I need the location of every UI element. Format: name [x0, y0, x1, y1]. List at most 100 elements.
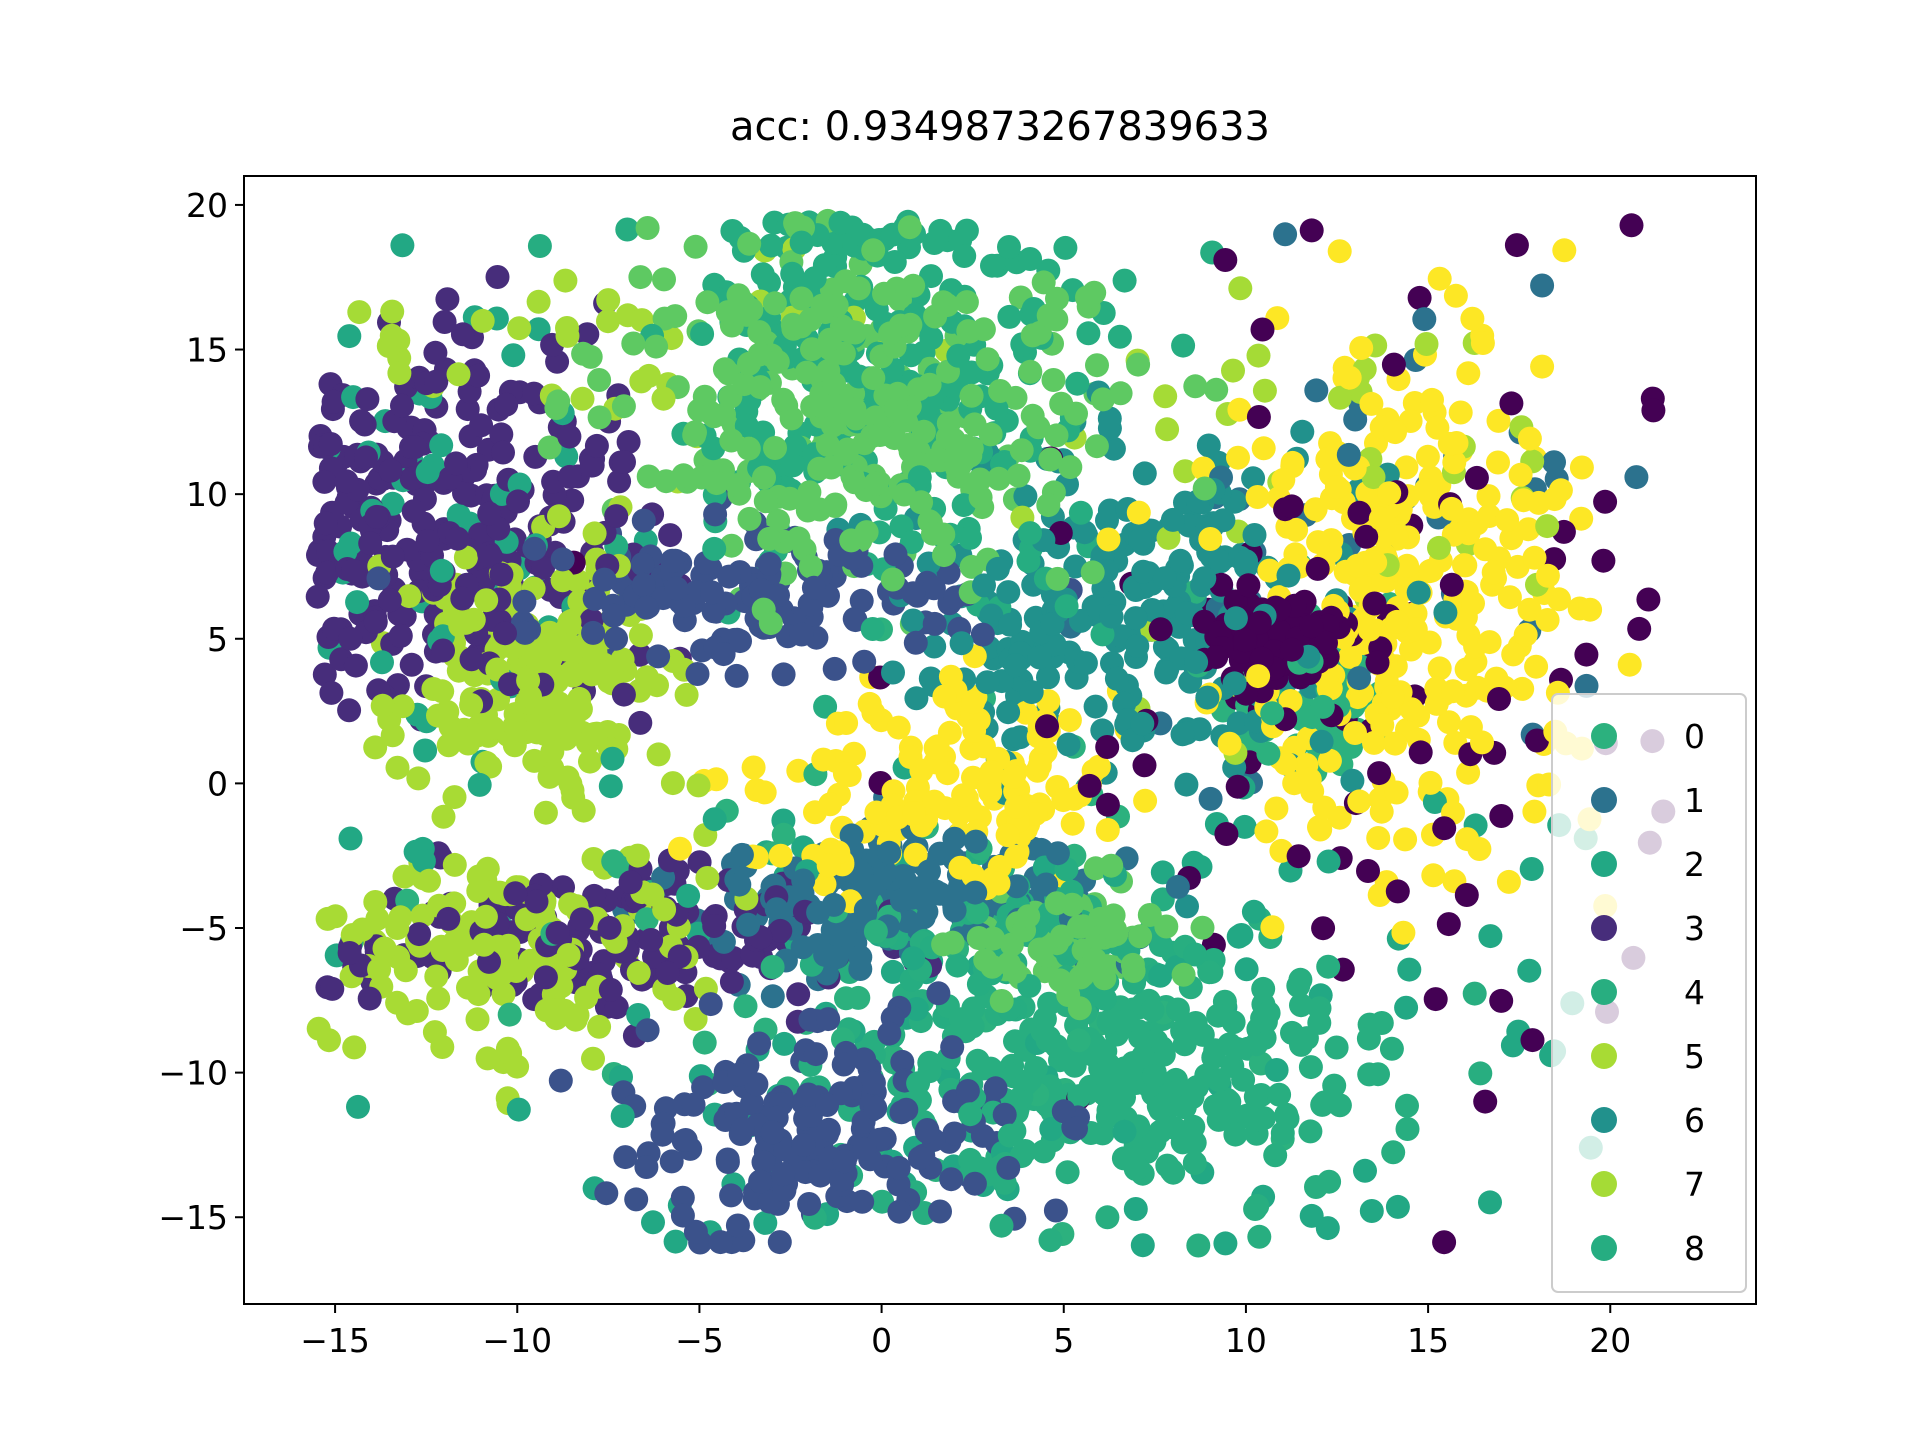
- scatter-point-series-8: [1076, 321, 1101, 346]
- scatter-point-extra-0: [1495, 508, 1520, 533]
- scatter-point-extra-1: [1311, 916, 1336, 941]
- scatter-point-extra-0: [1004, 794, 1029, 819]
- scatter-point-series-7: [1155, 417, 1180, 442]
- scatter-point-extra-3: [779, 406, 804, 431]
- scatter-point-series-3: [388, 623, 413, 648]
- scatter-point-extra-3: [896, 432, 921, 457]
- scatter-point-extra-2: [650, 1122, 675, 1147]
- scatter-point-series-1: [1165, 874, 1190, 899]
- scatter-point-extra-2: [861, 1070, 886, 1095]
- scatter-point-series-8: [945, 953, 970, 978]
- scatter-point-extra-1: [1314, 630, 1338, 655]
- scatter-point-series-5: [505, 1054, 530, 1079]
- scatter-point-series-4: [1090, 1062, 1115, 1087]
- scatter-point-series-5: [466, 879, 491, 903]
- scatter-point-extra-3: [537, 435, 562, 460]
- scatter-point-extra-3: [932, 543, 956, 568]
- scatter-point-series-3: [318, 432, 343, 456]
- scatter-point-series-5: [474, 750, 499, 775]
- scatter-point-extra-2: [708, 1230, 733, 1255]
- scatter-point-extra-2: [922, 611, 947, 636]
- scatter-point-extra-2: [548, 1068, 573, 1093]
- scatter-point-series-5: [392, 864, 417, 889]
- scatter-point-series-3: [524, 889, 549, 914]
- scatter-point-extra-3: [1020, 323, 1045, 348]
- scatter-point-series-7: [570, 386, 595, 411]
- scatter-point-extra-0: [1307, 815, 1331, 840]
- scatter-point-series-6: [918, 666, 943, 691]
- scatter-point-extra-3: [1045, 566, 1070, 591]
- scatter-point-series-6: [1168, 548, 1193, 573]
- scatter-point-extra-3: [1192, 476, 1217, 501]
- scatter-point-extra-1: [1627, 616, 1652, 641]
- scatter-point-series-8: [783, 434, 808, 458]
- scatter-point-series-3: [399, 652, 424, 677]
- scatter-point-extra-3: [1126, 352, 1151, 377]
- scatter-point-series-8: [527, 234, 552, 258]
- scatter-point-series-3: [612, 450, 636, 474]
- scatter-point-series-4: [1243, 1197, 1268, 1221]
- scatter-point-series-6: [1131, 559, 1156, 584]
- scatter-point-extra-3: [1100, 916, 1125, 941]
- scatter-point-series-5: [367, 957, 392, 982]
- scatter-point-series-6: [949, 631, 974, 656]
- scatter-point-extra-0: [1439, 496, 1464, 521]
- scatter-point-series-2: [338, 826, 363, 851]
- scatter-point-extra-3: [1058, 455, 1083, 480]
- scatter-point-extra-0: [938, 664, 963, 689]
- scatter-point-series-5: [370, 693, 395, 718]
- scatter-point-series-5: [587, 1014, 612, 1039]
- scatter-point-series-5: [547, 504, 571, 529]
- scatter-point-extra-0: [1437, 710, 1461, 735]
- scatter-point-extra-0: [1415, 444, 1440, 469]
- scatter-point-series-5: [410, 903, 435, 928]
- scatter-point-extra-0: [1264, 796, 1289, 821]
- scatter-point-series-5: [315, 906, 340, 931]
- scatter-point-series-2: [1112, 1119, 1137, 1144]
- scatter-point-series-4: [1161, 1115, 1186, 1140]
- scatter-point-extra-3: [968, 485, 993, 510]
- scatter-point-extra-2: [903, 630, 928, 655]
- scatter-point-series-5: [453, 545, 478, 570]
- scatter-point-series-6: [1097, 406, 1122, 431]
- x-tick-label: −15: [300, 1321, 370, 1360]
- scatter-point-extra-3: [797, 480, 822, 505]
- scatter-point-series-8: [1183, 942, 1207, 967]
- scatter-point-series-2: [1316, 849, 1341, 874]
- scatter-point-extra-2: [894, 1097, 919, 1122]
- scatter-point-extra-3: [719, 428, 744, 453]
- scatter-point-extra-2: [659, 1149, 684, 1174]
- scatter-point-series-5: [342, 1035, 367, 1060]
- scatter-point-extra-0: [1394, 455, 1419, 480]
- scatter-point-series-6: [1130, 711, 1155, 736]
- scatter-point-extra-2: [816, 1007, 841, 1032]
- scatter-point-extra-1: [1473, 1089, 1498, 1114]
- scatter-point-extra-2: [700, 580, 724, 605]
- scatter-point-extra-3: [880, 567, 905, 592]
- scatter-point-extra-0: [1217, 731, 1242, 756]
- scatter-point-extra-2: [773, 1137, 798, 1162]
- scatter-point-extra-3: [1031, 270, 1056, 295]
- scatter-point-extra-1: [1385, 879, 1410, 904]
- scatter-point-extra-2: [771, 1162, 796, 1187]
- scatter-point-extra-3: [1044, 423, 1069, 448]
- scatter-point-series-3: [489, 562, 514, 587]
- scatter-point-series-4: [1317, 1169, 1342, 1194]
- scatter-point-series-2: [1130, 1233, 1155, 1258]
- scatter-point-series-5: [583, 640, 608, 665]
- x-tick-label: 15: [1407, 1321, 1449, 1360]
- scatter-point-series-8: [802, 266, 827, 291]
- scatter-point-series-5: [385, 990, 410, 1015]
- scatter-point-extra-3: [867, 423, 892, 447]
- scatter-point-series-8: [1054, 594, 1079, 619]
- scatter-point-extra-3: [635, 216, 660, 240]
- scatter-point-extra-3: [737, 506, 762, 531]
- scatter-point-extra-0: [834, 711, 859, 735]
- scatter-point-extra-0: [1384, 609, 1409, 634]
- scatter-point-series-3: [569, 907, 594, 932]
- scatter-point-series-1: [1624, 465, 1649, 490]
- scatter-point-series-4: [1118, 1058, 1143, 1083]
- scatter-point-extra-3: [959, 554, 984, 579]
- scatter-point-series-2: [1517, 958, 1542, 983]
- scatter-point-series-6: [1083, 694, 1108, 719]
